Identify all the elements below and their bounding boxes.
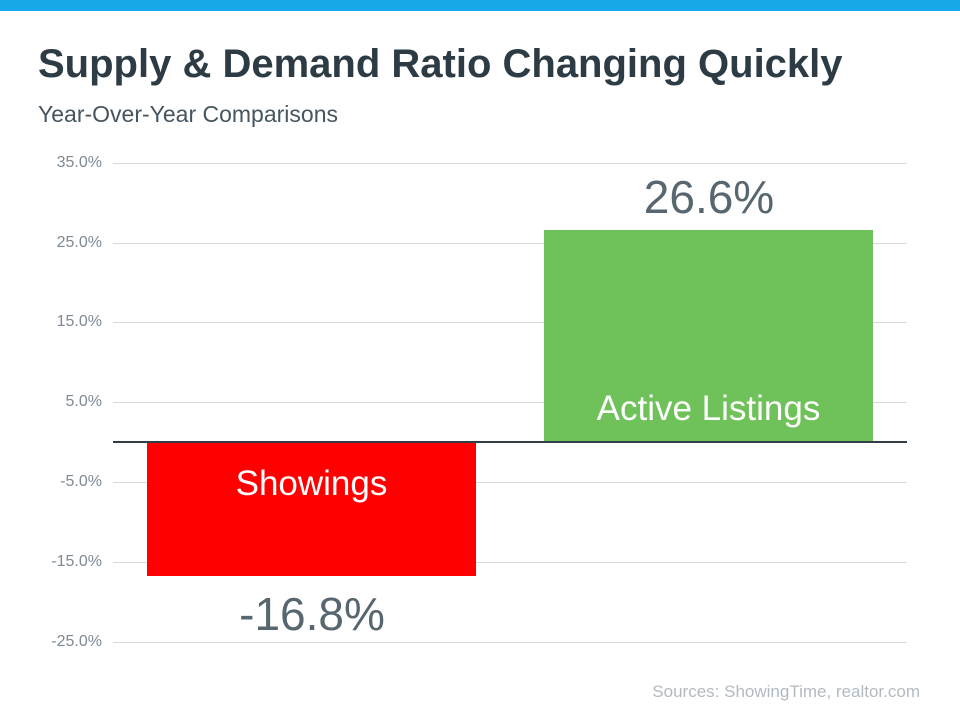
bar-category-label: Active Listings <box>596 389 821 428</box>
y-axis-tick-label: 15.0% <box>56 313 102 330</box>
gridline <box>113 322 907 323</box>
top-accent-bar <box>0 0 960 11</box>
gridline <box>113 482 907 483</box>
x-axis-line <box>113 441 907 443</box>
bar-showings: Showings <box>147 442 476 576</box>
bar-value-label: 26.6% <box>643 171 775 223</box>
y-axis-tick-label: -15.0% <box>51 553 102 570</box>
gridline <box>113 402 907 403</box>
page-subtitle: Year-Over-Year Comparisons <box>38 101 338 127</box>
gridline <box>113 243 907 244</box>
source-note: Sources: ShowingTime, realtor.com <box>652 682 920 701</box>
bar-active-listings: Active Listings <box>544 230 873 442</box>
page-title: Supply & Demand Ratio Changing Quickly <box>38 42 843 86</box>
gridline <box>113 163 907 164</box>
gridline <box>113 562 907 563</box>
y-axis-tick-label: 5.0% <box>65 393 102 410</box>
y-axis-tick-label: 25.0% <box>56 234 102 251</box>
y-axis-tick-label: -25.0% <box>51 633 102 650</box>
bar-category-label: Showings <box>235 464 388 503</box>
y-axis-tick-label: 35.0% <box>56 154 102 171</box>
y-axis-tick-label: -5.0% <box>60 473 102 490</box>
bar-value-label: -16.8% <box>239 588 385 640</box>
gridline <box>113 642 907 643</box>
